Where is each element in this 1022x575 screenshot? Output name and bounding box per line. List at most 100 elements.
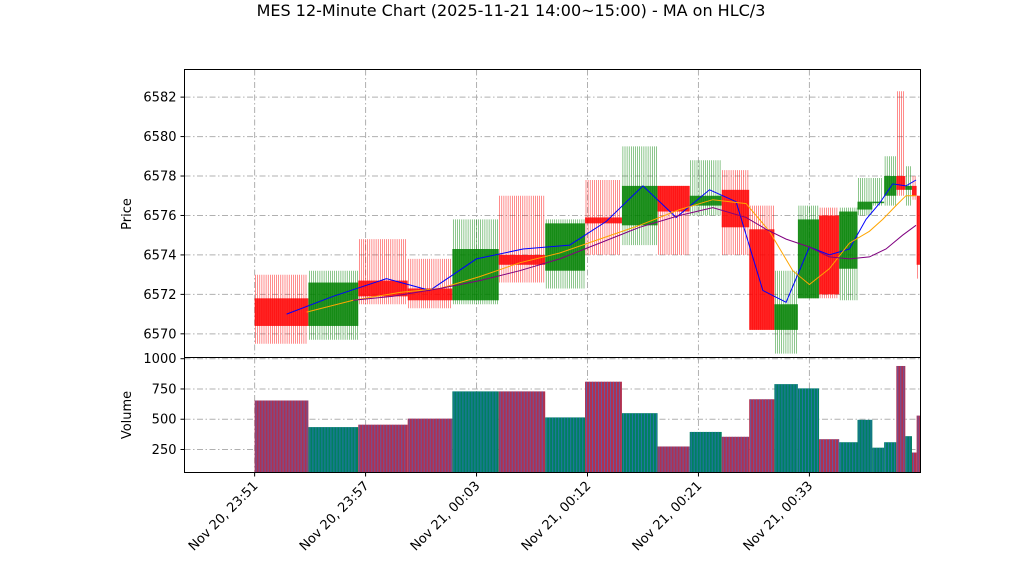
- price-axis-label: Price: [120, 198, 135, 230]
- x-tick-label: Nov 21, 00:33: [741, 479, 817, 555]
- volume-bar: [905, 436, 912, 473]
- price-tick-label: 6582: [143, 91, 176, 106]
- candle-wick: [408, 258, 451, 309]
- volume-bar-stripes: [885, 442, 896, 473]
- volume-bar: [585, 381, 622, 473]
- volume-bar-stripes: [255, 400, 308, 473]
- volume-bars: [254, 365, 920, 473]
- candle: [498, 195, 546, 283]
- volume-bar: [452, 391, 499, 473]
- volume-bar-fill: [585, 381, 622, 473]
- volume-bar: [896, 365, 906, 473]
- volume-bar-fill: [689, 431, 722, 473]
- candle-body: [797, 219, 820, 299]
- volume-panel: 250 500 750 1000 Volume: [120, 352, 921, 473]
- candle: [308, 270, 359, 340]
- candle-body: [872, 201, 885, 204]
- volume-bar-fill: [905, 436, 912, 473]
- candle-wick: [873, 178, 882, 206]
- volume-bar-stripes: [546, 417, 584, 473]
- candle: [545, 219, 586, 289]
- volume-bar-fill: [884, 442, 897, 473]
- volume-bar-stripes: [906, 436, 911, 473]
- volume-bar-fill: [819, 439, 840, 473]
- volume-bar-stripes: [722, 436, 748, 473]
- price-tick-label: 6574: [143, 248, 176, 263]
- candle-body: [585, 217, 622, 224]
- volume-bar: [774, 384, 798, 473]
- volume-bar-fill: [498, 391, 546, 473]
- volume-bar: [721, 436, 750, 473]
- moving-averages: [286, 179, 917, 315]
- volume-bar: [621, 413, 658, 473]
- price-panel: 6570 6572 6574 6576 6578 6580 6582 Price: [120, 69, 921, 358]
- candle-wick: [897, 91, 904, 196]
- candle-body: [905, 185, 912, 190]
- candle: [407, 258, 453, 309]
- volume-bar-stripes: [798, 388, 818, 473]
- candle: [657, 185, 690, 255]
- x-tick-label: Nov 20, 23:57: [297, 479, 373, 555]
- volume-bar-fill: [358, 424, 408, 473]
- chart-title: MES 12-Minute Chart (2025-11-21 14:00~15…: [257, 1, 766, 20]
- price-tick-label: 6578: [143, 170, 176, 185]
- x-axis-ticks: Nov 20, 23:51 Nov 20, 23:57 Nov 21, 00:03 N…: [186, 472, 817, 555]
- volume-bar-stripes: [499, 391, 543, 473]
- volume-bar-fill: [774, 384, 798, 473]
- volume-bar-stripes: [408, 418, 452, 473]
- volume-bar: [407, 418, 453, 473]
- volume-bar-stripes: [858, 419, 872, 473]
- candle-body: [407, 288, 453, 301]
- candle-body: [498, 254, 546, 265]
- candle: [839, 207, 858, 301]
- volume-bar: [254, 400, 309, 473]
- price-tick-label: 6576: [143, 209, 176, 224]
- volume-bar-stripes: [775, 384, 798, 473]
- volume-bar-fill: [308, 427, 359, 473]
- volume-bar-stripes: [873, 447, 884, 473]
- price-candles: [254, 91, 920, 354]
- volume-bar: [857, 419, 873, 473]
- price-tick-label: 6572: [143, 288, 176, 303]
- volume-bar-fill: [839, 442, 858, 473]
- price-y-axis-ticks: 6570 6572 6574 6576 6578 6580 6582: [143, 91, 185, 342]
- candle-wick: [858, 178, 872, 216]
- candle: [621, 146, 658, 246]
- candle-wick: [499, 195, 545, 283]
- volume-bar: [358, 424, 408, 473]
- volume-bar-stripes: [820, 439, 840, 473]
- x-tick-label: Nov 21, 00:21: [630, 479, 706, 555]
- volume-bar-stripes: [309, 427, 356, 473]
- volume-bar-stripes: [840, 442, 857, 473]
- candle: [358, 239, 408, 305]
- volume-panel-frame: [184, 357, 921, 473]
- candle-body: [916, 195, 920, 265]
- volume-bar-stripes: [586, 381, 620, 473]
- candle-body: [884, 176, 897, 196]
- candle: [884, 156, 897, 206]
- ma-fast-line: [286, 179, 917, 315]
- candle-body: [657, 185, 690, 212]
- volume-bar-fill: [621, 413, 658, 473]
- ma-mid-line: [306, 195, 916, 313]
- price-tick-label: 6570: [143, 327, 176, 342]
- x-tick-label: Nov 21, 00:03: [408, 479, 484, 555]
- candle-body: [621, 185, 658, 226]
- volume-bar-fill: [452, 391, 499, 473]
- candle-body: [749, 229, 775, 330]
- candle-body: [857, 201, 873, 210]
- candle: [254, 274, 309, 344]
- candle-wick: [658, 185, 689, 255]
- volume-tick-label: 750: [152, 382, 177, 397]
- price-tick-label: 6580: [143, 130, 176, 145]
- volume-bar: [308, 427, 359, 473]
- candle: [872, 178, 885, 206]
- volume-tick-label: 1000: [143, 352, 176, 367]
- volume-tick-label: 250: [152, 443, 177, 458]
- volume-bar: [872, 447, 885, 473]
- candle-body: [839, 211, 858, 269]
- candle: [797, 205, 820, 299]
- volume-bar-stripes: [359, 424, 406, 473]
- candle-body: [721, 189, 750, 228]
- volume-bar: [657, 446, 690, 473]
